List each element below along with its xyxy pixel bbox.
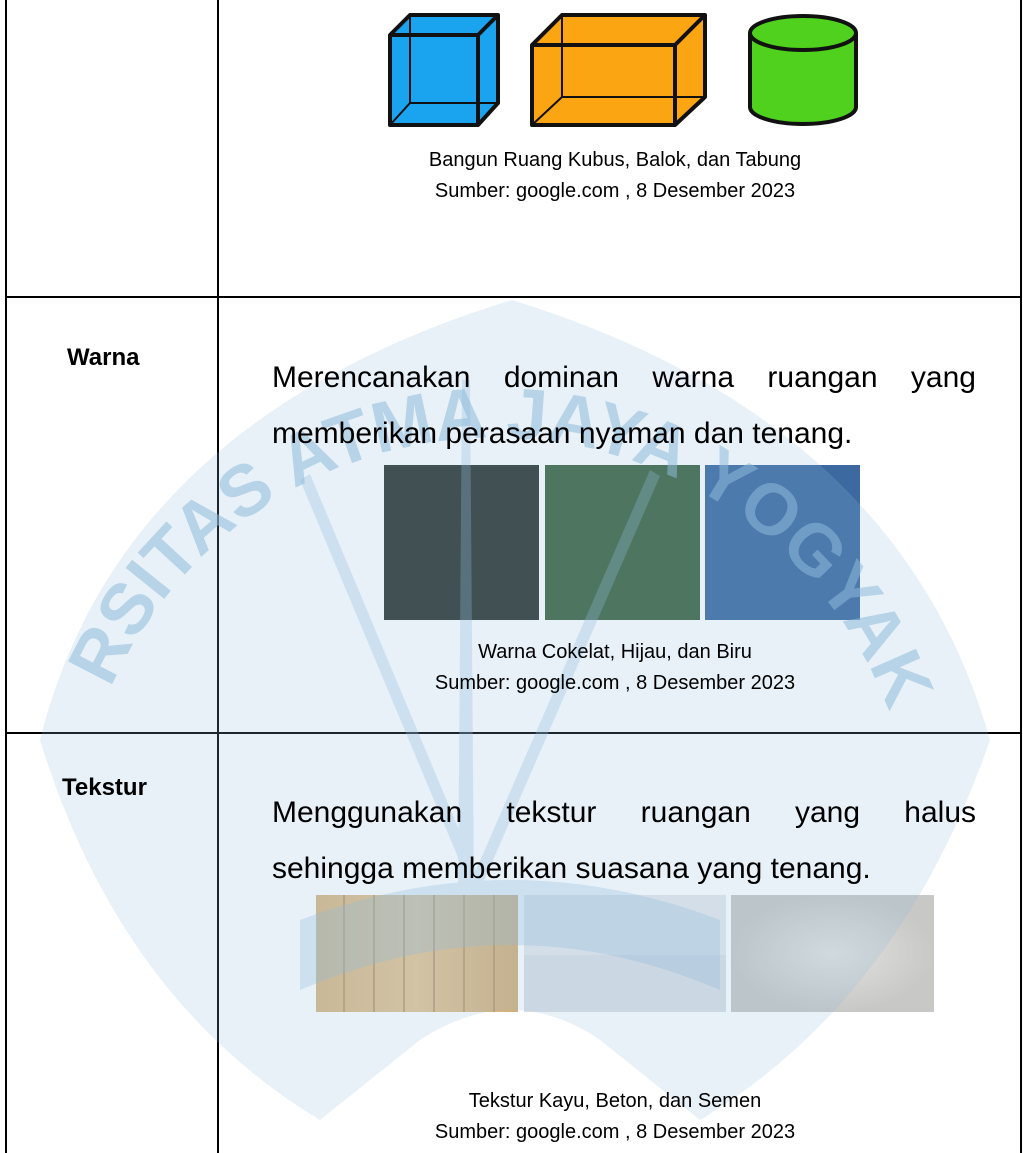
table-border xyxy=(5,296,1022,298)
table-border xyxy=(5,0,7,1153)
paragraph-line: sehingga memberikan suasana yang tenang. xyxy=(272,852,871,885)
color-swatch xyxy=(705,465,860,620)
row-label: Warna xyxy=(67,344,140,371)
paragraph-line: Merencanakan dominan warna ruangan yang xyxy=(272,361,976,394)
caption: Warna Cokelat, Hijau, dan Biru Sumber: go… xyxy=(300,641,930,695)
color-swatch xyxy=(384,465,539,620)
paragraph-line: memberikan perasaan nyaman dan tenang. xyxy=(272,417,853,450)
paragraph: Menggunakan tekstur ruangan yang halus se… xyxy=(272,785,976,897)
row-label: Tekstur xyxy=(62,774,147,801)
table-border xyxy=(1020,0,1022,1153)
paragraph: Merencanakan dominan warna ruangan yang m… xyxy=(272,350,976,462)
color-swatch xyxy=(545,465,700,620)
paragraph-line: Menggunakan tekstur ruangan yang halus xyxy=(272,796,976,829)
caption: Bangun Ruang Kubus, Balok, dan Tabung Sum… xyxy=(300,149,930,203)
caption-line: Bangun Ruang Kubus, Balok, dan Tabung xyxy=(428,149,802,171)
shapes-image xyxy=(388,13,858,127)
caption-line: Sumber: google.com , 8 Desember 2023 xyxy=(434,1121,796,1143)
caption-line: Warna Cokelat, Hijau, dan Biru xyxy=(478,641,752,663)
table-border xyxy=(5,732,1022,734)
texture-images xyxy=(316,895,934,1012)
table-border xyxy=(217,0,219,1153)
caption-line: Sumber: google.com , 8 Desember 2023 xyxy=(434,180,796,202)
caption: Tekstur Kayu, Beton, dan Semen Sumber: go… xyxy=(300,1090,930,1144)
caption-line: Tekstur Kayu, Beton, dan Semen xyxy=(468,1090,762,1112)
caption-line: Sumber: google.com , 8 Desember 2023 xyxy=(434,672,796,694)
